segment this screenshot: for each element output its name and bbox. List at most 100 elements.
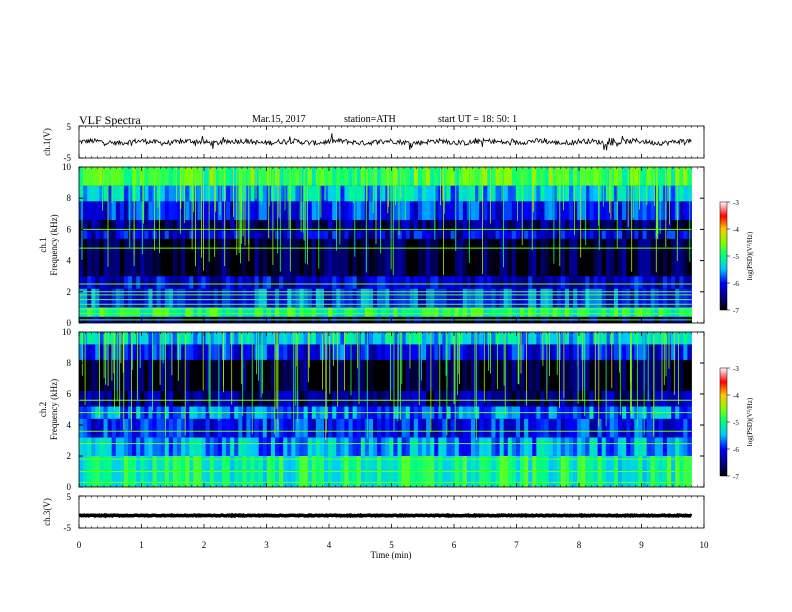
spectrogram-cell [160, 276, 166, 289]
spectrogram-cell [266, 288, 272, 308]
x-tick-label: 5 [389, 540, 394, 550]
spectrogram-cell [242, 201, 247, 220]
spectrogram-cell [581, 220, 586, 231]
spectrogram-cell [540, 437, 545, 456]
spectrogram-cell [564, 390, 570, 407]
spectrogram-cell [430, 390, 435, 407]
spectrogram-cell [683, 276, 688, 289]
spectrogram-cell [548, 276, 554, 289]
spectrogram-cell [442, 231, 447, 239]
spectrogram-cell [593, 437, 598, 456]
spectrogram-cell [511, 437, 517, 456]
spectrogram-cell [164, 167, 170, 186]
spectrogram-cell [226, 359, 231, 391]
spectrogram-cell [283, 201, 288, 220]
spectrogram-cell [487, 390, 492, 407]
spectrogram-cell [299, 288, 304, 308]
spectrogram-cell [511, 307, 517, 317]
spectrogram-cell [262, 418, 268, 438]
spectrogram-cell [311, 167, 317, 186]
spectrogram-cell [458, 201, 464, 220]
spectrogram-cell [328, 231, 333, 239]
spectrogram-cell [662, 167, 668, 186]
spectrogram-cell [332, 185, 337, 202]
spectrogram-cell [471, 238, 476, 277]
spectrogram-cell [246, 307, 251, 317]
spectrogram-cell [283, 437, 288, 456]
spectrogram-cell [471, 185, 476, 202]
spectrogram-cell [103, 437, 108, 456]
spectrogram-cell [205, 307, 211, 317]
spectrogram-cell [552, 238, 558, 277]
spectrogram-cell [589, 185, 594, 202]
spectrogram-cell [275, 185, 280, 202]
spectrogram-cell [667, 307, 672, 317]
spectrogram-cell [107, 231, 113, 239]
spectrogram-cell [230, 307, 235, 317]
spectrogram-cell [266, 390, 272, 407]
spectrogram-cell [95, 359, 100, 391]
spectrogram-cell [667, 276, 672, 289]
spectrogram-cell [234, 288, 239, 308]
spectrogram-cell [99, 359, 104, 391]
spectrogram-cell [132, 276, 137, 289]
spectrogram-cell [324, 437, 329, 456]
spectrogram-cell [675, 418, 680, 438]
spectrogram-cell [348, 418, 353, 438]
spectrogram-cell [319, 238, 325, 277]
spectrogram-cell [454, 332, 460, 345]
spectrogram-cell [368, 201, 374, 220]
spectrogram-cell [446, 344, 451, 360]
spectrogram-cell [593, 185, 598, 202]
spectrogram-cell [569, 344, 574, 360]
spectrogram-cell [270, 344, 276, 360]
spectrogram-cell [569, 332, 574, 345]
spectrogram-cell [675, 307, 680, 317]
spectrogram-cell [279, 390, 284, 407]
spectrogram-cell [654, 359, 660, 391]
spectrogram-cell [168, 238, 174, 277]
spectrogram-cell [638, 276, 643, 289]
spectrogram-cell [324, 185, 329, 202]
spectrogram-cell [177, 344, 182, 360]
spectrogram-cell [148, 344, 153, 360]
spectrogram-cell [401, 167, 407, 186]
spectrogram-cell [487, 185, 492, 202]
spectrogram-cell [254, 437, 260, 456]
spectrogram-cell [209, 332, 215, 345]
spectrogram-cell [254, 231, 260, 239]
spectrogram-cell [503, 220, 509, 231]
spectrogram-cell [368, 167, 374, 186]
spectrogram-cell [626, 344, 631, 360]
spectrogram-cell [605, 307, 611, 317]
spectrogram-cell [466, 344, 472, 360]
spectrogram-cell [360, 276, 366, 289]
spectrogram-cell [458, 437, 464, 456]
spectrogram-cell [368, 344, 374, 360]
spectrogram-cell [315, 418, 321, 438]
spectrogram-cell [475, 359, 480, 391]
y-tick-label: 8 [67, 193, 72, 203]
spectrogram-cell [573, 390, 578, 407]
spectrogram-cell [536, 201, 541, 220]
spectrogram-cell [258, 437, 264, 456]
spectrogram-cell [95, 201, 100, 220]
spectrogram-cell [99, 307, 104, 317]
spectrogram-cell [585, 437, 590, 456]
spectrogram-cell [83, 201, 88, 220]
spectrogram-cell [340, 238, 345, 277]
spectrogram-cell [234, 344, 239, 360]
spectrogram-cell [609, 167, 615, 186]
spectrogram-cell [79, 201, 84, 220]
spectrogram-cell [123, 276, 129, 289]
spectrogram-cell [303, 390, 309, 407]
spectrogram-cell [91, 238, 96, 277]
spectrogram-cell [401, 185, 407, 202]
spectrogram-cell [279, 167, 284, 186]
spectrogram-cell [91, 231, 96, 239]
spectrogram-cell [520, 288, 525, 308]
spectrogram-cell [601, 276, 607, 289]
spectrogram-cell [609, 185, 615, 202]
spectrogram-cell [556, 238, 562, 277]
spectrogram-cell [275, 220, 280, 231]
